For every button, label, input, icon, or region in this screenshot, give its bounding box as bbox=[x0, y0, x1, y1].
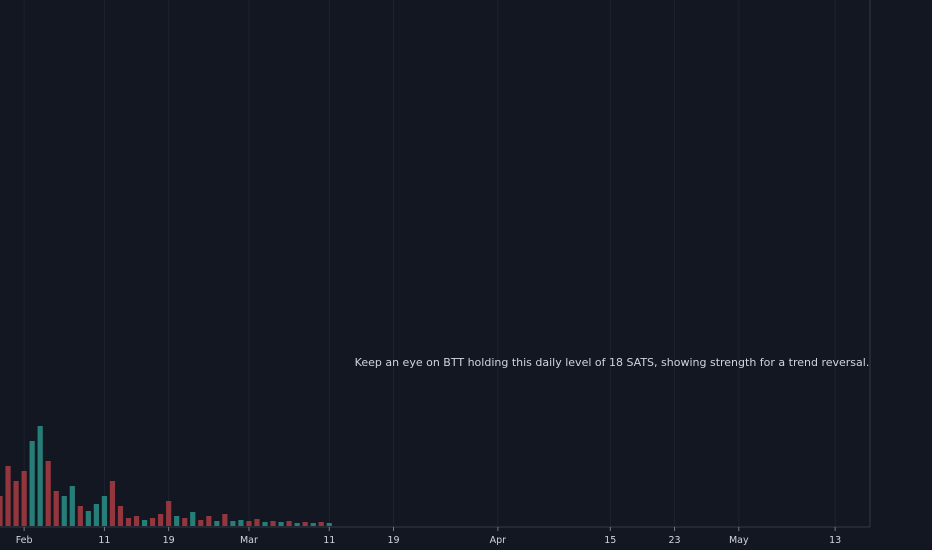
time-tick-label: 15 bbox=[604, 535, 616, 546]
volume-bar bbox=[230, 521, 236, 526]
time-tick-label: 13 bbox=[829, 535, 841, 546]
volume-bar bbox=[182, 518, 188, 526]
time-tick-label: 19 bbox=[163, 535, 175, 546]
volume-bar bbox=[53, 491, 59, 526]
volume-bar bbox=[302, 522, 308, 526]
time-tick-label: 23 bbox=[669, 535, 681, 546]
volume-bar bbox=[294, 523, 300, 526]
volume-bar bbox=[45, 461, 51, 526]
volume-bar bbox=[5, 466, 11, 526]
volume-bar bbox=[190, 512, 196, 526]
volume-bar bbox=[262, 522, 268, 526]
time-tick-label: 19 bbox=[387, 535, 399, 546]
annotation-layer: Keep an eye on BTT holding this daily le… bbox=[355, 356, 870, 369]
volume-bar bbox=[133, 516, 140, 526]
time-tick-label: 11 bbox=[323, 535, 335, 546]
volume-bar bbox=[198, 520, 204, 526]
volume-bar bbox=[174, 516, 180, 526]
volume-bar bbox=[109, 481, 116, 526]
time-tick-label: Apr bbox=[490, 535, 507, 546]
volume-bar bbox=[117, 506, 124, 526]
time-axis: Feb 11 19 Mar 11 19 Apr 15 23 May 13 bbox=[0, 526, 870, 550]
volume-bar bbox=[77, 506, 83, 526]
volume-bar bbox=[158, 514, 164, 526]
volume-bar bbox=[93, 504, 99, 526]
time-tick-label: 11 bbox=[98, 535, 110, 546]
volume-bar bbox=[85, 511, 91, 526]
volume-bar bbox=[238, 520, 244, 526]
price-axis: 0.000000380.000000360.000000340.00000030… bbox=[869, 0, 932, 550]
volume-bar bbox=[326, 523, 332, 526]
volume-bar bbox=[13, 481, 19, 526]
volume-bar bbox=[0, 496, 3, 526]
price-axis-background bbox=[870, 0, 932, 550]
volume-bar bbox=[246, 521, 252, 526]
volume-bar bbox=[318, 522, 324, 526]
volume-bar bbox=[254, 519, 260, 526]
volume-bar bbox=[222, 514, 228, 526]
volume-bar bbox=[278, 522, 284, 526]
volume-bar bbox=[286, 521, 292, 526]
volume-bar bbox=[21, 471, 27, 526]
volume-bar bbox=[206, 516, 212, 526]
time-tick-label: Mar bbox=[240, 535, 258, 546]
volume-bar bbox=[214, 521, 220, 526]
annotation-text[interactable]: Keep an eye on BTT holding this daily le… bbox=[355, 356, 870, 369]
volume-bar bbox=[101, 496, 108, 526]
volume-bars bbox=[0, 426, 332, 526]
volume-bar bbox=[270, 521, 276, 526]
volume-bar bbox=[37, 426, 43, 526]
volume-bar bbox=[166, 501, 172, 526]
time-axis-background bbox=[0, 527, 870, 550]
volume-bar bbox=[29, 441, 35, 526]
volume-bar bbox=[125, 518, 132, 526]
volume-bar bbox=[150, 518, 156, 526]
volume-bar bbox=[61, 496, 67, 526]
volume-bar bbox=[141, 520, 148, 526]
time-tick-label: Feb bbox=[16, 535, 33, 546]
volume-bar bbox=[69, 486, 75, 526]
time-tick-label: May bbox=[729, 535, 749, 546]
volume-bar bbox=[310, 523, 316, 526]
